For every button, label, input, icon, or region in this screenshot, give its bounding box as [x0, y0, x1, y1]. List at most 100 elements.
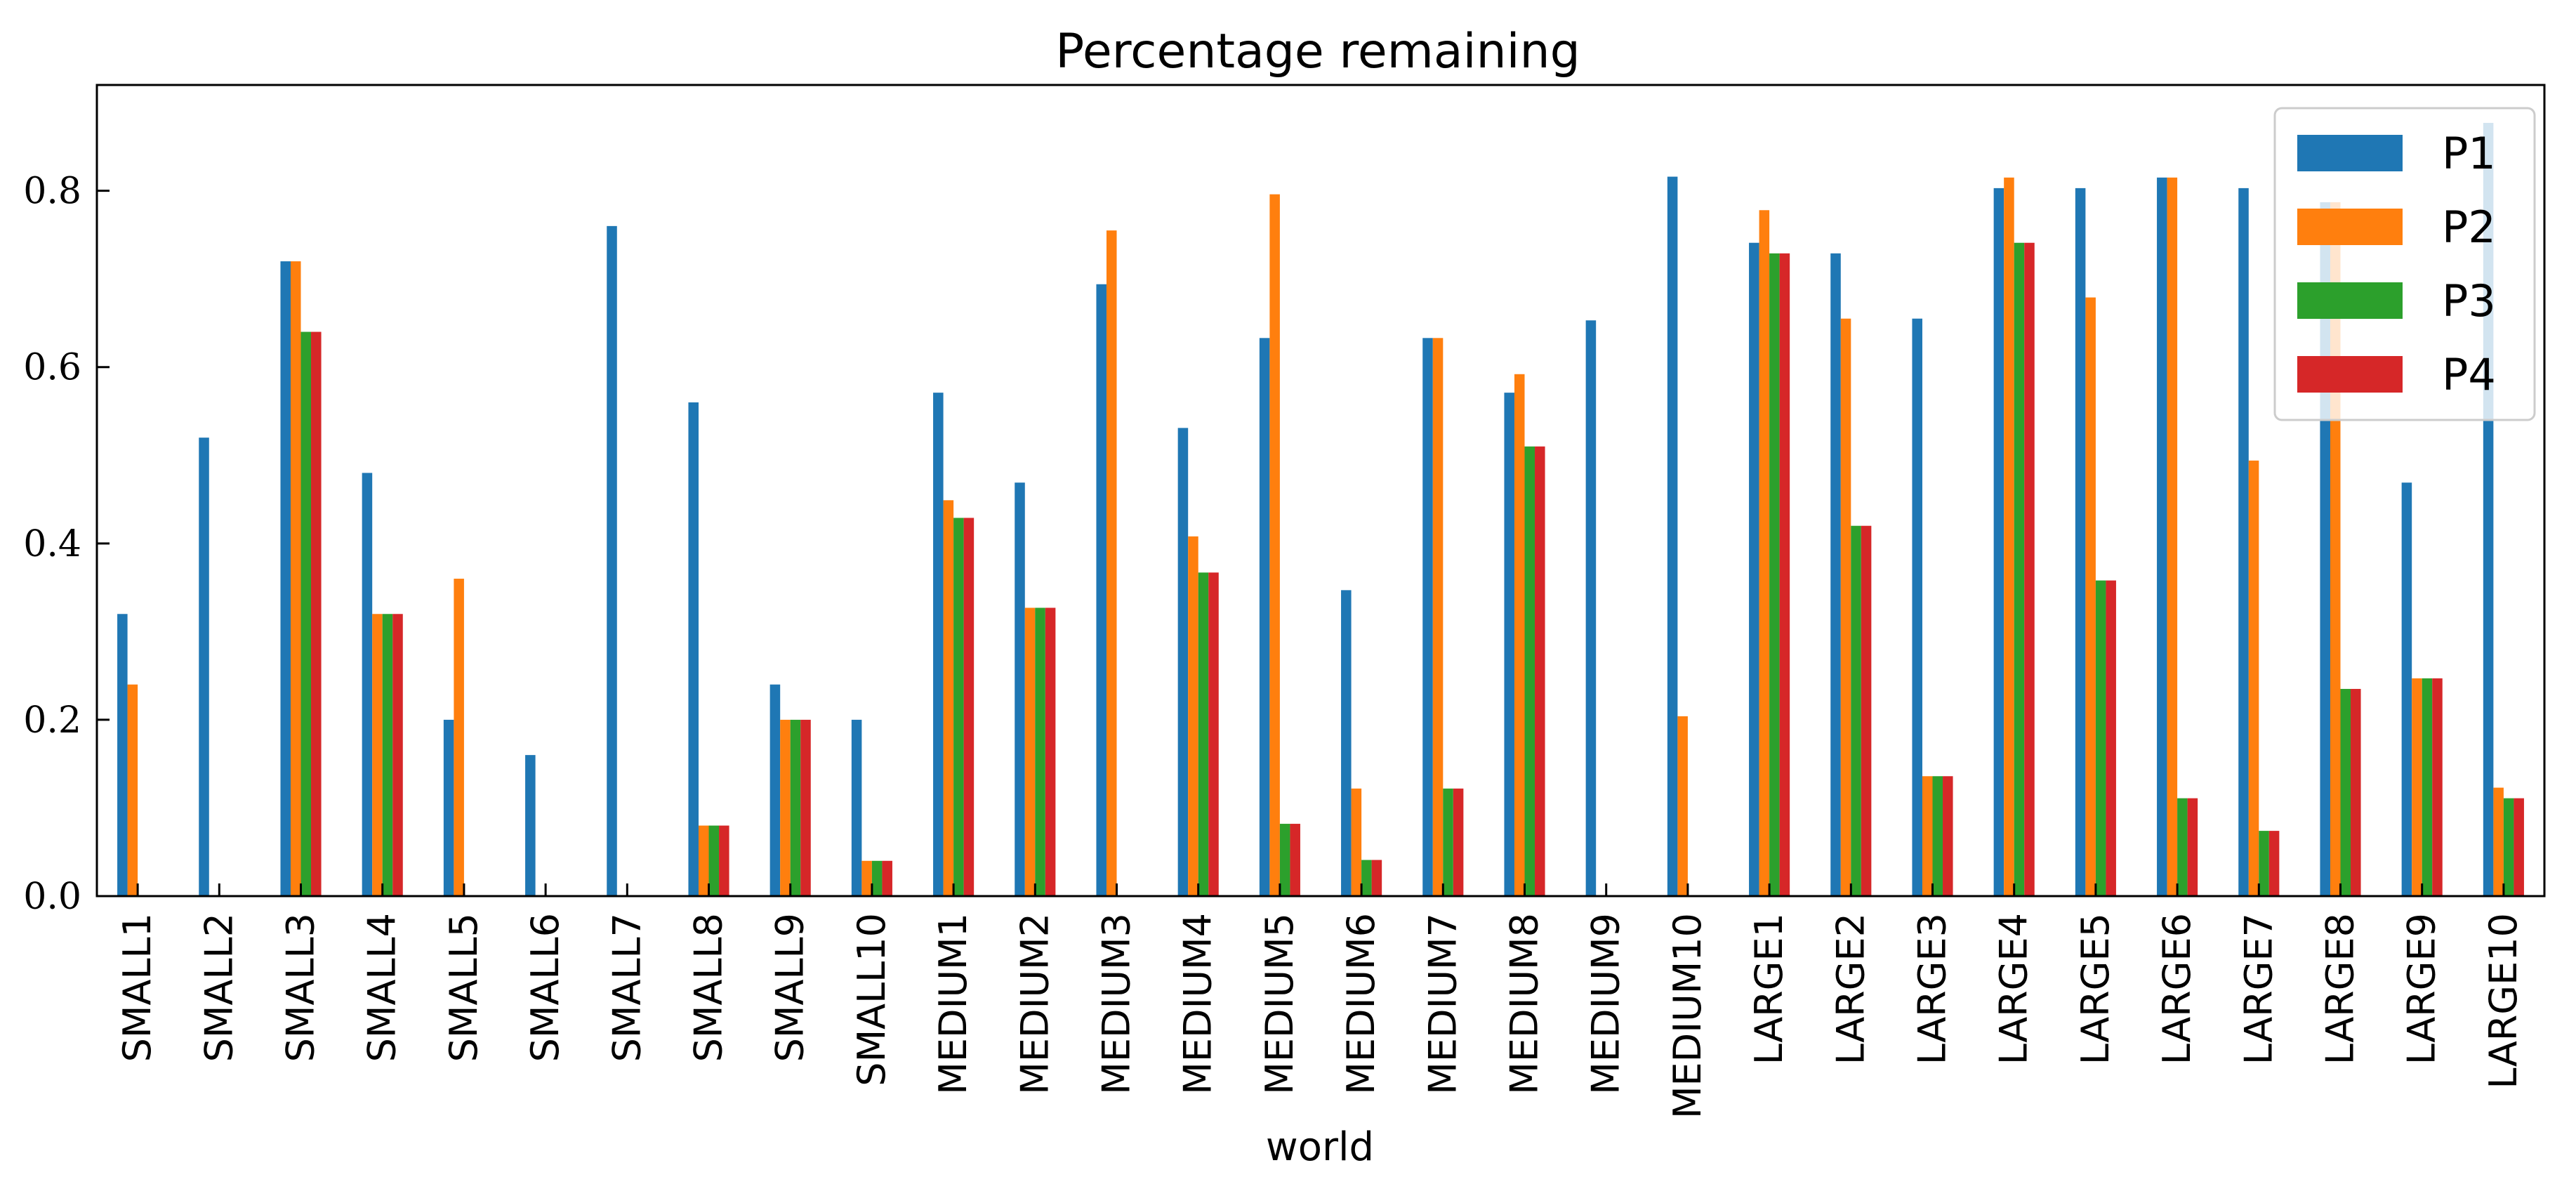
bar-p1-small7	[607, 225, 617, 896]
x-axis-label: world	[1266, 1124, 1374, 1170]
bar-p2-medium6	[1351, 788, 1362, 896]
bar-p4-medium6	[1371, 860, 1382, 896]
bar-p3-medium1	[953, 518, 964, 896]
bar-p3-large5	[2095, 580, 2106, 896]
bar-p3-large1	[1769, 253, 1780, 896]
bar-p2-medium3	[1106, 230, 1117, 896]
y-tick-label: 0.4	[23, 523, 81, 565]
bar-p4-large6	[2187, 798, 2198, 896]
x-tick-label: MEDIUM4	[1176, 913, 1220, 1095]
bar-p2-medium2	[1024, 607, 1036, 896]
x-tick-label: SMALL3	[279, 913, 323, 1062]
bar-p1-medium6	[1341, 590, 1352, 896]
x-tick-label: MEDIUM5	[1257, 913, 1302, 1095]
x-tick-label: LARGE3	[1910, 913, 1955, 1065]
x-axis: SMALL1 SMALL2 SMALL3 SMALL4 SMALL5 SMALL6 SMAL…	[115, 883, 2525, 1119]
legend-label-p4: P4	[2442, 349, 2496, 400]
bar-p2-small1	[127, 684, 138, 896]
y-tick-label: 0.2	[23, 699, 81, 742]
x-tick-label: LARGE7	[2236, 913, 2280, 1065]
bar-p4-small3	[311, 331, 322, 896]
bar-p1-medium3	[1096, 284, 1107, 897]
bar-p3-large4	[2014, 242, 2025, 897]
y-tick-label: 0.8	[23, 171, 81, 213]
bar-p2-medium5	[1269, 194, 1280, 896]
legend-label-p3: P3	[2442, 275, 2496, 327]
bar-p1-medium2	[1015, 482, 1025, 896]
x-tick-label: SMALL6	[523, 913, 567, 1062]
legend-swatch-p4	[2297, 356, 2403, 393]
x-tick-label: SMALL2	[197, 913, 241, 1062]
x-tick-label: LARGE2	[1828, 913, 1872, 1065]
bar-p2-medium1	[943, 500, 954, 896]
bar-p4-small9	[800, 719, 811, 896]
bar-p4-large5	[2106, 580, 2116, 896]
x-tick-label: MEDIUM2	[1012, 913, 1057, 1095]
legend: P1 P2 P3 P4	[2273, 107, 2536, 421]
x-tick-label: SMALL7	[605, 913, 649, 1062]
bar-p2-large7	[2248, 460, 2259, 896]
bar-p1-small9	[770, 684, 781, 896]
bar-p4-large9	[2432, 678, 2443, 896]
bar-p3-large6	[2177, 798, 2188, 896]
bar-p1-medium5	[1259, 338, 1270, 896]
x-tick-label: MEDIUM6	[1339, 913, 1383, 1095]
bar-p2-small5	[454, 579, 464, 896]
bar-p4-large8	[2351, 688, 2361, 896]
x-tick-label: MEDIUM8	[1502, 913, 1547, 1095]
x-tick-label: LARGE10	[2481, 913, 2525, 1089]
bar-p4-large7	[2268, 831, 2280, 896]
bar-p3-small10	[871, 860, 883, 896]
plot-frame	[95, 84, 2546, 898]
bar-p4-large2	[1861, 525, 1872, 896]
bar-p1-small5	[443, 719, 454, 896]
bar-p2-large2	[1840, 318, 1851, 896]
bar-p2-medium4	[1188, 536, 1198, 896]
bars-layer	[117, 122, 2524, 897]
bar-p3-medium6	[1361, 860, 1372, 896]
bar-p1-large3	[1912, 318, 1922, 896]
legend-swatch-p1	[2297, 135, 2403, 171]
bar-p2-small3	[290, 261, 301, 897]
bar-p3-large2	[1851, 525, 1861, 896]
legend-frame	[2273, 107, 2536, 421]
bar-p1-small1	[117, 614, 128, 896]
bar-p2-medium10	[1677, 716, 1688, 896]
bar-p3-small3	[300, 331, 312, 896]
bar-p4-small8	[719, 825, 729, 896]
bar-p2-large5	[2085, 297, 2096, 896]
x-tick-label: MEDIUM9	[1584, 913, 1628, 1095]
x-tick-label: LARGE5	[2073, 913, 2118, 1065]
bar-p1-large9	[2401, 482, 2412, 896]
legend-label-p2: P2	[2442, 202, 2496, 253]
bar-p3-large3	[1932, 776, 1943, 896]
x-tick-label: SMALL4	[360, 913, 404, 1062]
bar-p3-small8	[708, 825, 720, 896]
bar-p3-large10	[2503, 798, 2514, 896]
x-tick-label: MEDIUM7	[1420, 913, 1465, 1095]
x-tick-label: SMALL8	[687, 913, 731, 1062]
bar-p2-large6	[2167, 177, 2178, 896]
bar-p3-medium4	[1198, 572, 1209, 896]
bar-p4-medium5	[1290, 824, 1300, 896]
bar-p1-medium1	[933, 393, 944, 896]
x-tick-label: SMALL1	[115, 913, 159, 1062]
bar-p3-medium5	[1279, 824, 1290, 896]
bar-p4-medium1	[963, 518, 975, 896]
bar-p1-large6	[2157, 177, 2167, 896]
bar-p3-medium7	[1443, 788, 1453, 896]
legend-swatch-p3	[2297, 282, 2403, 319]
bar-p1-large7	[2238, 188, 2249, 896]
bar-p4-large1	[1779, 253, 1790, 896]
bar-p1-small3	[280, 261, 291, 897]
x-tick-label: LARGE4	[1992, 913, 2036, 1065]
bar-p1-large5	[2075, 188, 2086, 896]
bar-p3-large8	[2340, 688, 2351, 896]
bar-p1-small10	[851, 719, 862, 896]
y-axis: 0.0 0.2 0.4 0.6 0.8	[23, 171, 110, 918]
bar-p1-large2	[1830, 253, 1841, 896]
bar-p2-small8	[698, 825, 709, 896]
bar-p1-small4	[362, 473, 373, 896]
bar-p1-large1	[1749, 242, 1759, 897]
